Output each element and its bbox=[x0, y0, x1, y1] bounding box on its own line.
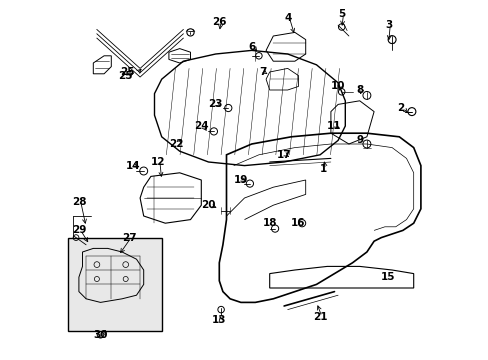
Text: 14: 14 bbox=[125, 161, 140, 171]
Text: 10: 10 bbox=[330, 81, 345, 91]
Text: 20: 20 bbox=[201, 200, 215, 210]
Text: 15: 15 bbox=[381, 272, 395, 282]
Text: 24: 24 bbox=[194, 121, 208, 131]
Text: 22: 22 bbox=[168, 139, 183, 149]
Text: 26: 26 bbox=[212, 17, 226, 27]
Text: 17: 17 bbox=[276, 150, 291, 160]
Text: 6: 6 bbox=[247, 42, 255, 52]
Text: 5: 5 bbox=[337, 9, 345, 19]
Text: 28: 28 bbox=[72, 197, 86, 207]
Text: 13: 13 bbox=[212, 315, 226, 325]
Text: 4: 4 bbox=[284, 13, 291, 23]
Text: 30: 30 bbox=[93, 330, 107, 340]
Text: 1: 1 bbox=[320, 164, 326, 174]
Text: 21: 21 bbox=[312, 312, 326, 322]
Text: 3: 3 bbox=[384, 20, 391, 30]
Text: 2: 2 bbox=[397, 103, 404, 113]
Text: 7: 7 bbox=[258, 67, 265, 77]
Text: 16: 16 bbox=[291, 218, 305, 228]
Text: 11: 11 bbox=[326, 121, 341, 131]
Text: 25: 25 bbox=[120, 67, 135, 77]
Text: 8: 8 bbox=[355, 85, 363, 95]
Text: 19: 19 bbox=[233, 175, 247, 185]
FancyBboxPatch shape bbox=[68, 238, 162, 331]
Text: 27: 27 bbox=[122, 233, 136, 243]
Text: 12: 12 bbox=[150, 157, 165, 167]
Text: 29: 29 bbox=[72, 225, 86, 235]
Text: 25: 25 bbox=[118, 71, 133, 81]
Text: 23: 23 bbox=[208, 99, 223, 109]
Text: 9: 9 bbox=[355, 135, 363, 145]
Text: 18: 18 bbox=[262, 218, 276, 228]
